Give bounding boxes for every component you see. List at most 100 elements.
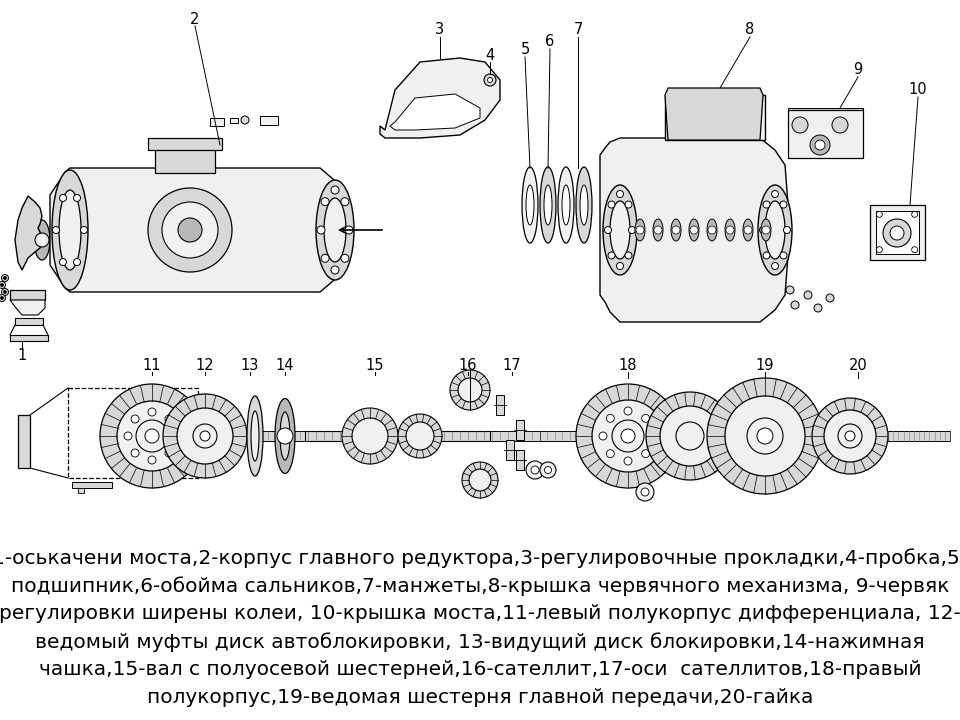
Circle shape bbox=[608, 201, 615, 208]
Circle shape bbox=[172, 432, 180, 440]
Bar bbox=[10, 335, 48, 341]
Text: 3: 3 bbox=[436, 22, 444, 37]
Ellipse shape bbox=[765, 201, 785, 259]
Text: 5: 5 bbox=[520, 42, 530, 58]
Circle shape bbox=[592, 400, 664, 472]
Circle shape bbox=[691, 96, 699, 104]
Text: 1: 1 bbox=[17, 348, 27, 362]
Circle shape bbox=[531, 466, 539, 474]
Circle shape bbox=[876, 247, 882, 253]
Circle shape bbox=[321, 198, 329, 206]
Circle shape bbox=[148, 456, 156, 464]
Bar bbox=[516, 450, 524, 470]
Text: 2: 2 bbox=[190, 12, 200, 27]
Text: 1-оськачени моста,2-корпус главного редуктора,3-регулировочные прокладки,4-пробк: 1-оськачени моста,2-корпус главного реду… bbox=[0, 548, 960, 567]
Circle shape bbox=[791, 301, 799, 309]
Circle shape bbox=[177, 408, 233, 464]
Circle shape bbox=[544, 467, 551, 474]
Circle shape bbox=[890, 226, 904, 240]
Circle shape bbox=[876, 212, 882, 217]
Circle shape bbox=[772, 263, 779, 269]
Bar bbox=[305, 431, 490, 441]
Circle shape bbox=[629, 227, 636, 233]
Ellipse shape bbox=[526, 185, 534, 225]
Polygon shape bbox=[390, 94, 480, 130]
Circle shape bbox=[136, 420, 168, 452]
Circle shape bbox=[815, 140, 825, 150]
Circle shape bbox=[624, 457, 632, 465]
Circle shape bbox=[780, 252, 787, 259]
Circle shape bbox=[462, 462, 498, 498]
Polygon shape bbox=[50, 168, 345, 292]
Circle shape bbox=[345, 226, 353, 234]
Circle shape bbox=[763, 252, 770, 259]
Circle shape bbox=[4, 276, 7, 279]
Polygon shape bbox=[665, 88, 763, 140]
Circle shape bbox=[540, 462, 556, 478]
Polygon shape bbox=[15, 196, 42, 270]
Circle shape bbox=[2, 289, 9, 295]
Circle shape bbox=[641, 450, 650, 458]
Circle shape bbox=[162, 202, 218, 258]
Circle shape bbox=[145, 429, 159, 443]
Ellipse shape bbox=[522, 167, 538, 243]
Circle shape bbox=[759, 227, 766, 233]
Circle shape bbox=[649, 432, 657, 440]
Circle shape bbox=[607, 414, 614, 423]
Circle shape bbox=[772, 191, 779, 197]
Circle shape bbox=[53, 227, 60, 233]
Circle shape bbox=[804, 291, 812, 299]
Circle shape bbox=[612, 420, 644, 452]
Circle shape bbox=[763, 201, 770, 208]
Circle shape bbox=[1, 284, 4, 287]
Circle shape bbox=[331, 266, 339, 274]
Bar bbox=[148, 138, 222, 150]
Bar bbox=[665, 95, 765, 140]
Text: 4: 4 bbox=[486, 48, 494, 63]
Circle shape bbox=[1, 297, 4, 300]
Text: 16: 16 bbox=[459, 358, 477, 372]
Ellipse shape bbox=[761, 219, 771, 241]
Ellipse shape bbox=[247, 396, 263, 476]
Bar bbox=[788, 110, 863, 158]
Circle shape bbox=[4, 290, 7, 294]
Ellipse shape bbox=[576, 167, 592, 243]
Text: 20: 20 bbox=[849, 358, 868, 372]
Circle shape bbox=[725, 396, 805, 476]
Bar bbox=[230, 118, 238, 123]
Circle shape bbox=[646, 392, 734, 480]
Circle shape bbox=[672, 226, 680, 234]
Circle shape bbox=[131, 415, 139, 423]
Circle shape bbox=[60, 194, 66, 202]
Circle shape bbox=[814, 304, 822, 312]
Ellipse shape bbox=[603, 185, 637, 275]
Circle shape bbox=[636, 483, 654, 501]
Circle shape bbox=[165, 415, 173, 423]
Circle shape bbox=[641, 414, 650, 423]
Circle shape bbox=[690, 226, 698, 234]
Circle shape bbox=[783, 227, 790, 233]
Circle shape bbox=[398, 414, 442, 458]
Circle shape bbox=[636, 226, 644, 234]
Bar bbox=[18, 415, 30, 468]
Ellipse shape bbox=[758, 185, 792, 275]
Circle shape bbox=[780, 201, 787, 208]
Ellipse shape bbox=[562, 185, 570, 225]
Text: 14: 14 bbox=[276, 358, 295, 372]
Ellipse shape bbox=[52, 170, 88, 290]
Circle shape bbox=[912, 212, 918, 217]
Circle shape bbox=[810, 135, 830, 155]
Circle shape bbox=[762, 226, 770, 234]
Circle shape bbox=[178, 218, 202, 242]
Text: 7: 7 bbox=[573, 22, 583, 37]
Circle shape bbox=[826, 294, 834, 302]
Bar bbox=[155, 145, 215, 173]
Polygon shape bbox=[788, 108, 863, 110]
Ellipse shape bbox=[653, 219, 663, 241]
Ellipse shape bbox=[707, 219, 717, 241]
Circle shape bbox=[148, 408, 156, 416]
Circle shape bbox=[757, 428, 773, 444]
Circle shape bbox=[792, 117, 808, 133]
Text: полукорпус,19-ведомая шестерня главной передачи,20-гайка: полукорпус,19-ведомая шестерня главной п… bbox=[147, 688, 813, 707]
Bar bbox=[10, 290, 45, 300]
